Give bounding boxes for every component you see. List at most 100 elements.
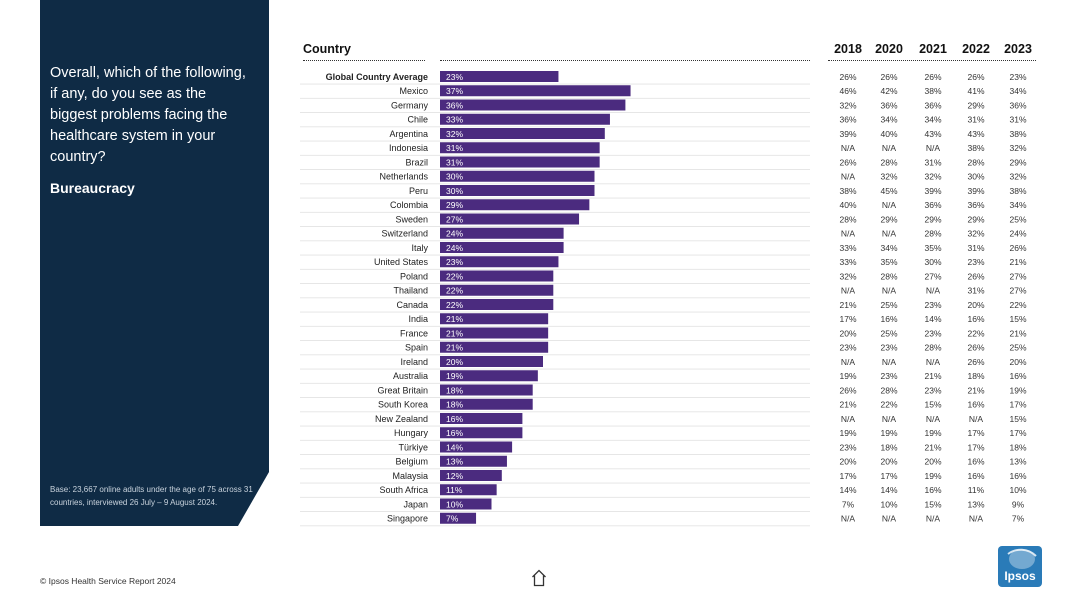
history-value-2021: 27%: [924, 271, 941, 281]
history-value-2022: 16%: [967, 471, 984, 481]
history-value-2023: 20%: [1009, 357, 1026, 367]
history-value-2021: 15%: [924, 400, 941, 410]
bar-value-label: 33%: [446, 115, 463, 125]
history-value-2022: 38%: [967, 143, 984, 153]
question-text: Overall, which of the following, if any,…: [50, 65, 246, 165]
history-value-2018: 23%: [839, 343, 856, 353]
history-value-2021: 21%: [924, 371, 941, 381]
bar-value-label: 7%: [446, 514, 459, 524]
bar: [440, 384, 533, 396]
country-label: Spain: [405, 343, 428, 353]
bar-value-label: 24%: [446, 229, 463, 239]
country-label: Malaysia: [392, 471, 428, 481]
history-value-2022: 13%: [967, 499, 984, 509]
header-divider-years: [828, 60, 1036, 61]
history-value-2018: N/A: [841, 514, 856, 524]
history-value-2018: N/A: [841, 229, 856, 239]
bar-value-label: 10%: [446, 499, 463, 509]
history-value-2020: 26%: [880, 72, 897, 82]
history-value-2018: 19%: [839, 371, 856, 381]
country-label: Hungary: [394, 428, 429, 438]
country-column-header: Country: [303, 42, 351, 56]
bar-value-label: 11%: [446, 485, 463, 495]
history-value-2018: 40%: [839, 200, 856, 210]
history-value-2020: 23%: [880, 371, 897, 381]
country-label: Japan: [403, 499, 428, 509]
bar: [440, 185, 595, 196]
bar: [440, 356, 543, 367]
history-value-2021: 30%: [924, 257, 941, 267]
ipsos-logo-text: Ipsos: [1004, 569, 1036, 583]
country-label: Canada: [396, 300, 428, 310]
history-value-2018: 36%: [839, 115, 856, 125]
history-value-2022: 20%: [967, 300, 984, 310]
history-value-2020: N/A: [882, 229, 897, 239]
bar-value-label: 21%: [446, 314, 463, 324]
history-value-2018: 20%: [839, 457, 856, 467]
bar: [440, 413, 523, 424]
home-icon[interactable]: [531, 569, 547, 587]
history-value-2018: 21%: [839, 300, 856, 310]
bar: [440, 113, 610, 125]
history-value-2020: 20%: [880, 457, 897, 467]
history-value-2021: 23%: [924, 385, 941, 395]
history-value-2022: 36%: [967, 200, 984, 210]
history-value-2020: 28%: [880, 385, 897, 395]
bar-value-label: 24%: [446, 243, 463, 253]
history-value-2018: 38%: [839, 186, 856, 196]
bar: [440, 313, 549, 325]
history-value-2023: 34%: [1009, 200, 1026, 210]
history-value-2023: 29%: [1009, 157, 1026, 167]
history-value-2020: 32%: [880, 172, 897, 182]
country-label: Thailand: [393, 286, 428, 296]
base-note: Base: 23,667 online adults under the age…: [50, 485, 253, 507]
bar-value-label: 27%: [446, 214, 463, 224]
history-value-2020: N/A: [882, 414, 897, 424]
country-label: Sweden: [395, 214, 428, 224]
history-value-2020: N/A: [882, 286, 897, 296]
history-value-2021: 23%: [924, 300, 941, 310]
country-label: France: [400, 328, 428, 338]
bar-value-label: 18%: [446, 385, 463, 395]
country-label: India: [408, 314, 428, 324]
history-value-2022: 26%: [967, 271, 984, 281]
history-value-2023: 38%: [1009, 129, 1026, 139]
history-value-2021: 28%: [924, 343, 941, 353]
bar-value-label: 13%: [446, 457, 463, 467]
country-label: South Korea: [378, 400, 428, 410]
topic-title: Bureaucracy: [50, 180, 135, 196]
ipsos-logo: Ipsos: [998, 546, 1042, 587]
bar: [440, 370, 538, 382]
history-value-2021: 15%: [924, 499, 941, 509]
bar: [440, 341, 549, 353]
history-value-2018: 26%: [839, 385, 856, 395]
bar: [440, 455, 507, 467]
bar-chart: Global Country Average 23% 26% 26% 26% 26% 23%…: [300, 71, 1027, 527]
history-value-2021: 36%: [924, 200, 941, 210]
history-value-2018: 26%: [839, 72, 856, 82]
bar-value-label: 12%: [446, 471, 463, 481]
history-value-2022: N/A: [969, 414, 984, 424]
bar: [440, 498, 492, 510]
footer-source: © Ipsos Health Service Report 2024: [40, 576, 176, 586]
bar: [440, 99, 626, 111]
history-value-2022: N/A: [969, 514, 984, 524]
history-value-2018: 39%: [839, 129, 856, 139]
history-value-2023: 25%: [1009, 214, 1026, 224]
history-value-2021: N/A: [926, 143, 941, 153]
country-label: Indonesia: [389, 143, 428, 153]
history-value-2021: 38%: [924, 86, 941, 96]
history-value-2021: N/A: [926, 357, 941, 367]
country-label: Netherlands: [379, 172, 428, 182]
year-header-2018: 2018: [834, 42, 862, 56]
bar-value-label: 21%: [446, 343, 463, 353]
bar-value-label: 22%: [446, 271, 463, 281]
history-value-2021: N/A: [926, 514, 941, 524]
history-value-2021: 29%: [924, 214, 941, 224]
history-value-2020: 34%: [880, 115, 897, 125]
history-value-2018: 17%: [839, 314, 856, 324]
history-value-2021: 19%: [924, 428, 941, 438]
bar-value-label: 14%: [446, 442, 463, 452]
history-value-2018: 26%: [839, 157, 856, 167]
country-label: South Africa: [379, 485, 428, 495]
